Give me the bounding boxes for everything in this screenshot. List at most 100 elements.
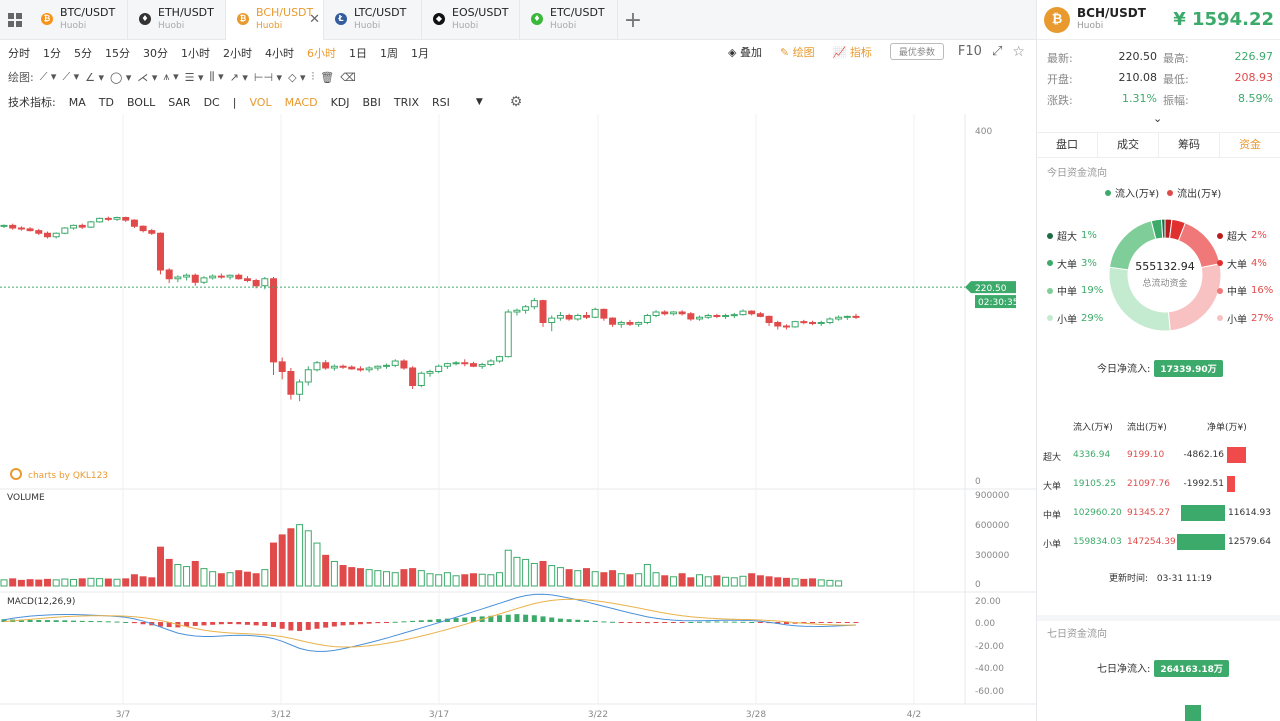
panel-tab-0[interactable]: 盘口 bbox=[1037, 133, 1098, 157]
f10-button[interactable]: F10 bbox=[957, 44, 982, 59]
panel-tab-2[interactable]: 筹码 bbox=[1159, 133, 1220, 157]
panel-tab-3[interactable]: 资金 bbox=[1220, 133, 1280, 157]
text-tool-icon[interactable]: ◇ ▾ bbox=[288, 70, 306, 84]
arrow-tool-icon[interactable]: ↗ ▾ bbox=[229, 70, 248, 84]
ray-tool-icon[interactable]: ⟋ ▾ bbox=[62, 70, 80, 83]
trash-icon[interactable]: 🗑 bbox=[320, 70, 335, 84]
volume-bar bbox=[635, 573, 643, 587]
chevron-down-icon[interactable]: ▼ bbox=[475, 97, 483, 107]
period-7[interactable]: 4小时 bbox=[265, 47, 294, 60]
tab-name: ETC/USDT bbox=[550, 6, 605, 19]
net-label: 今日净流入: bbox=[1097, 364, 1151, 375]
candle-body bbox=[556, 315, 564, 319]
macd-bar bbox=[488, 615, 494, 622]
volume-bar bbox=[574, 570, 582, 587]
measure-tool-icon[interactable]: ⊢⊣ ▾ bbox=[253, 70, 283, 84]
indicator-9[interactable]: BBI bbox=[362, 95, 381, 109]
volume-bar bbox=[687, 577, 695, 587]
period-10[interactable]: 1周 bbox=[380, 47, 398, 60]
panel-pair: BCH/USDT bbox=[1077, 6, 1146, 20]
period-8[interactable]: 6小时 bbox=[307, 47, 336, 60]
volume-tick-3: 0 bbox=[975, 580, 981, 590]
volume-tick-1: 600000 bbox=[975, 521, 1010, 531]
settings-icon[interactable]: ⚙ bbox=[509, 94, 523, 110]
macd-bar bbox=[731, 621, 737, 623]
period-11[interactable]: 1月 bbox=[411, 47, 429, 60]
indicator-button[interactable]: 📈 指标 bbox=[832, 45, 872, 59]
volume-bar bbox=[417, 570, 425, 587]
candle-body bbox=[565, 315, 573, 320]
indicator-10[interactable]: TRIX bbox=[393, 95, 419, 109]
today-flow-title: 今日资金流向 bbox=[1047, 168, 1107, 179]
stat-key: 开盘: bbox=[1047, 73, 1073, 86]
pattern-tool-icon[interactable]: ⩚ ▾ bbox=[163, 70, 179, 83]
volume-bar bbox=[713, 575, 721, 587]
macd-bar bbox=[18, 619, 24, 622]
candle-body bbox=[383, 364, 391, 367]
expand-chevron-icon[interactable]: ⌄ bbox=[1153, 112, 1163, 125]
tab-eos-usdt[interactable]: ◆ EOS/USDT Huobi bbox=[422, 0, 520, 40]
candle-body bbox=[791, 321, 799, 328]
close-tab-icon[interactable]: ✕ bbox=[309, 12, 320, 27]
star-icon[interactable]: ☆ bbox=[1012, 43, 1025, 60]
volume-bar bbox=[156, 546, 164, 587]
bars-tool-icon[interactable]: ⫶ bbox=[311, 70, 315, 83]
candle-body bbox=[530, 300, 538, 308]
fib-tool-icon[interactable]: ☰ ▾ bbox=[184, 70, 204, 84]
overlay-button[interactable]: ◈ 叠加 bbox=[728, 45, 762, 59]
add-tab-button[interactable]: + bbox=[623, 7, 643, 33]
indicator-4[interactable]: DC bbox=[203, 95, 220, 109]
indicator-8[interactable]: KDJ bbox=[330, 95, 350, 109]
indicator-6[interactable]: VOL bbox=[249, 95, 272, 109]
stat-value: 208.93 bbox=[1234, 71, 1274, 84]
tab-btc-usdt[interactable]: ₿ BTC/USDT Huobi bbox=[30, 0, 128, 40]
period-3[interactable]: 15分 bbox=[105, 47, 130, 60]
tab-bch-usdt[interactable]: ₿ BCH/USDT Huobi ✕ bbox=[226, 0, 324, 40]
table-row-in: 102960.20 bbox=[1073, 508, 1122, 518]
period-4[interactable]: 30分 bbox=[143, 47, 168, 60]
pen-tool-icon[interactable]: ∠ ▾ bbox=[85, 70, 105, 84]
tab-eth-usdt[interactable]: ♦ ETH/USDT Huobi bbox=[128, 0, 226, 40]
volume-bar bbox=[591, 571, 599, 587]
eraser-icon[interactable]: ⌫ bbox=[340, 70, 356, 84]
indicator-11[interactable]: RSI bbox=[432, 95, 450, 109]
panel-exchange: Huobi bbox=[1077, 21, 1104, 31]
macd-bar bbox=[71, 620, 77, 622]
draw-button[interactable]: ✎ 绘图 bbox=[779, 45, 815, 59]
indicator-0[interactable]: MA bbox=[68, 95, 86, 109]
table-row-out: 147254.39 bbox=[1127, 537, 1176, 547]
shape-tool-icon[interactable]: ◯ ▾ bbox=[110, 70, 132, 84]
period-2[interactable]: 5分 bbox=[74, 47, 92, 60]
macd-tick-2: -20.00 bbox=[975, 642, 1004, 652]
indicator-3[interactable]: SAR bbox=[168, 95, 191, 109]
candle-body bbox=[652, 311, 660, 316]
zigzag-tool-icon[interactable]: ⋌ ▾ bbox=[137, 70, 158, 84]
best-params-button[interactable]: 最优参数 bbox=[889, 43, 944, 60]
tab-etc-usdt[interactable]: ♦ ETC/USDT Huobi bbox=[520, 0, 618, 40]
indicator-1[interactable]: TD bbox=[98, 95, 114, 109]
legend-dot bbox=[1047, 287, 1053, 294]
fullscreen-icon[interactable]: ⤢ bbox=[991, 44, 1003, 59]
candle-body bbox=[704, 315, 712, 318]
line-tool-icon[interactable]: ⟋ ▾ bbox=[39, 70, 57, 83]
period-0[interactable]: 分时 bbox=[8, 47, 30, 60]
macd-bar bbox=[575, 619, 581, 622]
period-6[interactable]: 2小时 bbox=[223, 47, 252, 60]
candle-body bbox=[539, 300, 547, 323]
candle-body bbox=[243, 278, 251, 281]
period-9[interactable]: 1日 bbox=[349, 47, 367, 60]
volume-bar bbox=[304, 530, 312, 587]
volume-bar bbox=[443, 572, 451, 587]
panel-tab-1[interactable]: 成交 bbox=[1098, 133, 1159, 157]
period-1[interactable]: 1分 bbox=[43, 47, 61, 60]
indicator-2[interactable]: BOLL bbox=[126, 95, 156, 109]
x-tick-2: 3/17 bbox=[429, 710, 449, 720]
indicator-7[interactable]: MACD bbox=[284, 95, 318, 109]
tab-ltc-usdt[interactable]: Ł LTC/USDT Huobi bbox=[324, 0, 422, 40]
period-5[interactable]: 1小时 bbox=[181, 47, 210, 60]
menu-grid-icon[interactable] bbox=[0, 0, 30, 40]
candlestick-chart[interactable]: 400 0 220.50 02:30:35 charts by QKL123 VOLUME… bbox=[0, 114, 1036, 721]
table-row-key: 大单 bbox=[1043, 482, 1062, 492]
channel-tool-icon[interactable]: ⫼ ▾ bbox=[209, 70, 224, 83]
candle-body bbox=[469, 363, 477, 367]
